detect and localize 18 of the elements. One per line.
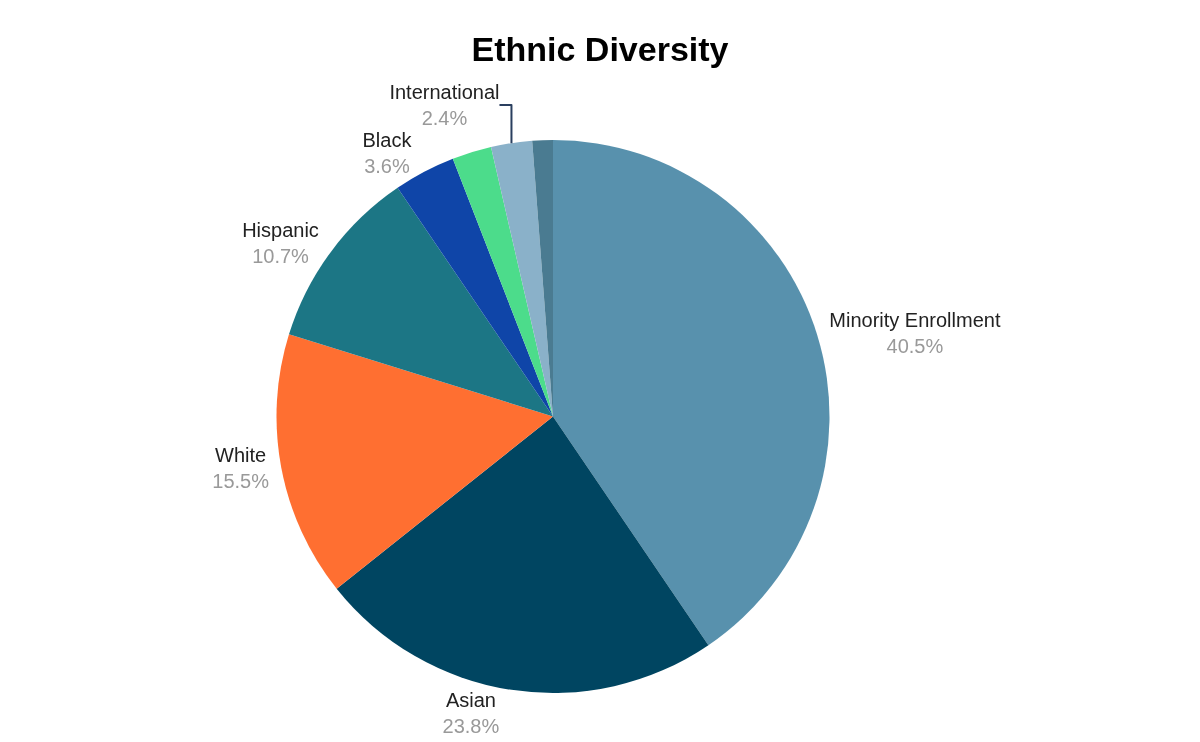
data-label: 10.7% xyxy=(252,245,310,268)
pie-slice xyxy=(336,416,709,693)
pie-slice xyxy=(452,147,553,417)
pie-slice xyxy=(553,140,830,646)
data-label: 15.5% xyxy=(212,470,270,493)
pie-slice xyxy=(276,334,553,589)
data-label: 40.5% xyxy=(886,335,944,358)
slice-label: White xyxy=(215,444,267,467)
data-label: 2.4% xyxy=(421,106,468,129)
pie-slice xyxy=(490,140,553,417)
chart-title: Ethnic Diversity xyxy=(471,29,729,68)
slice-label: Black xyxy=(362,128,413,151)
data-label: 23.8% xyxy=(442,715,500,738)
slice-label: Hispanic xyxy=(242,219,319,242)
slice-label: Asian xyxy=(445,689,496,712)
slice-label: International xyxy=(389,80,500,103)
data-label: 3.6% xyxy=(364,154,410,177)
slice-label: Minority Enrollment xyxy=(829,309,1001,332)
